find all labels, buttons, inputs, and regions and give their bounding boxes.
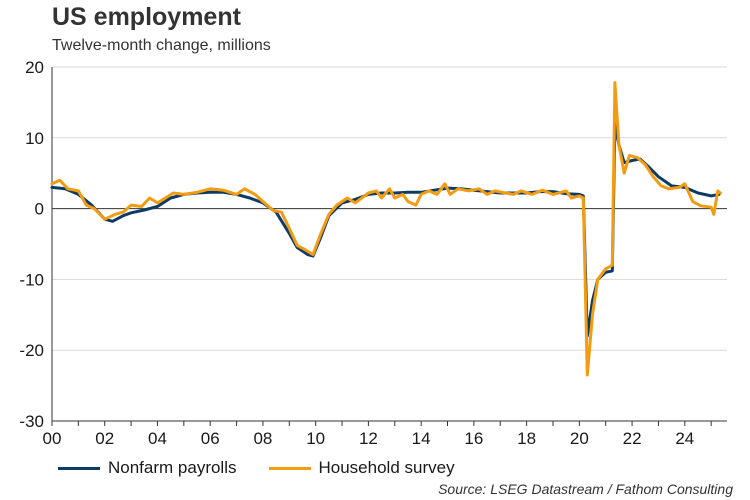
- x-tick-label: 16: [464, 429, 483, 448]
- chart-title: US employment: [52, 3, 241, 31]
- series-lines: [50, 81, 722, 377]
- legend-label: Nonfarm payrolls: [108, 458, 237, 477]
- x-tick-label: 22: [623, 429, 642, 448]
- y-tick-label: -30: [19, 412, 44, 431]
- chart-subtitle: Twelve-month change, millions: [52, 37, 271, 54]
- x-tick-label: 04: [148, 429, 167, 448]
- axes: [51, 67, 727, 426]
- legend-swatch: [268, 466, 311, 470]
- x-tick-label: 14: [412, 429, 431, 448]
- x-tick-label: 02: [95, 429, 114, 448]
- legend-item-nonfarm-payrolls[interactable]: Nonfarm payrolls: [58, 458, 237, 478]
- x-tick-label: 06: [201, 429, 220, 448]
- x-tick-label: 20: [570, 429, 589, 448]
- x-tick-label: 08: [253, 429, 272, 448]
- legend-label: Household survey: [318, 458, 455, 477]
- x-tick-label: 18: [517, 429, 536, 448]
- legend-swatch: [58, 466, 100, 470]
- source-note: Source: LSEG Datastream / Fathom Consult…: [438, 481, 733, 497]
- y-tick-label: -20: [19, 341, 44, 360]
- x-tick-label: 12: [359, 429, 378, 448]
- y-tick-label: 0: [35, 200, 44, 219]
- x-axis-ticks: 00 02 04 06 08 10 12 14 16 18 20 22 24: [43, 429, 695, 448]
- x-tick-label: 00: [43, 429, 62, 448]
- gridlines: [52, 66, 727, 351]
- y-tick-label: 20: [25, 58, 44, 77]
- x-tick-label: 10: [306, 429, 325, 448]
- y-axis-ticks: -30 -20 -10 0 10 20: [19, 58, 44, 431]
- series-line-nonfarm-payrolls: [50, 122, 721, 338]
- series-line-household-survey: [50, 81, 722, 377]
- legend-item-household-survey[interactable]: Household survey: [268, 458, 455, 478]
- y-tick-label: -10: [19, 270, 44, 289]
- chart-legend: Nonfarm payrolls Household survey: [58, 458, 487, 478]
- y-tick-label: 10: [25, 129, 44, 148]
- x-tick-label: 24: [675, 429, 694, 448]
